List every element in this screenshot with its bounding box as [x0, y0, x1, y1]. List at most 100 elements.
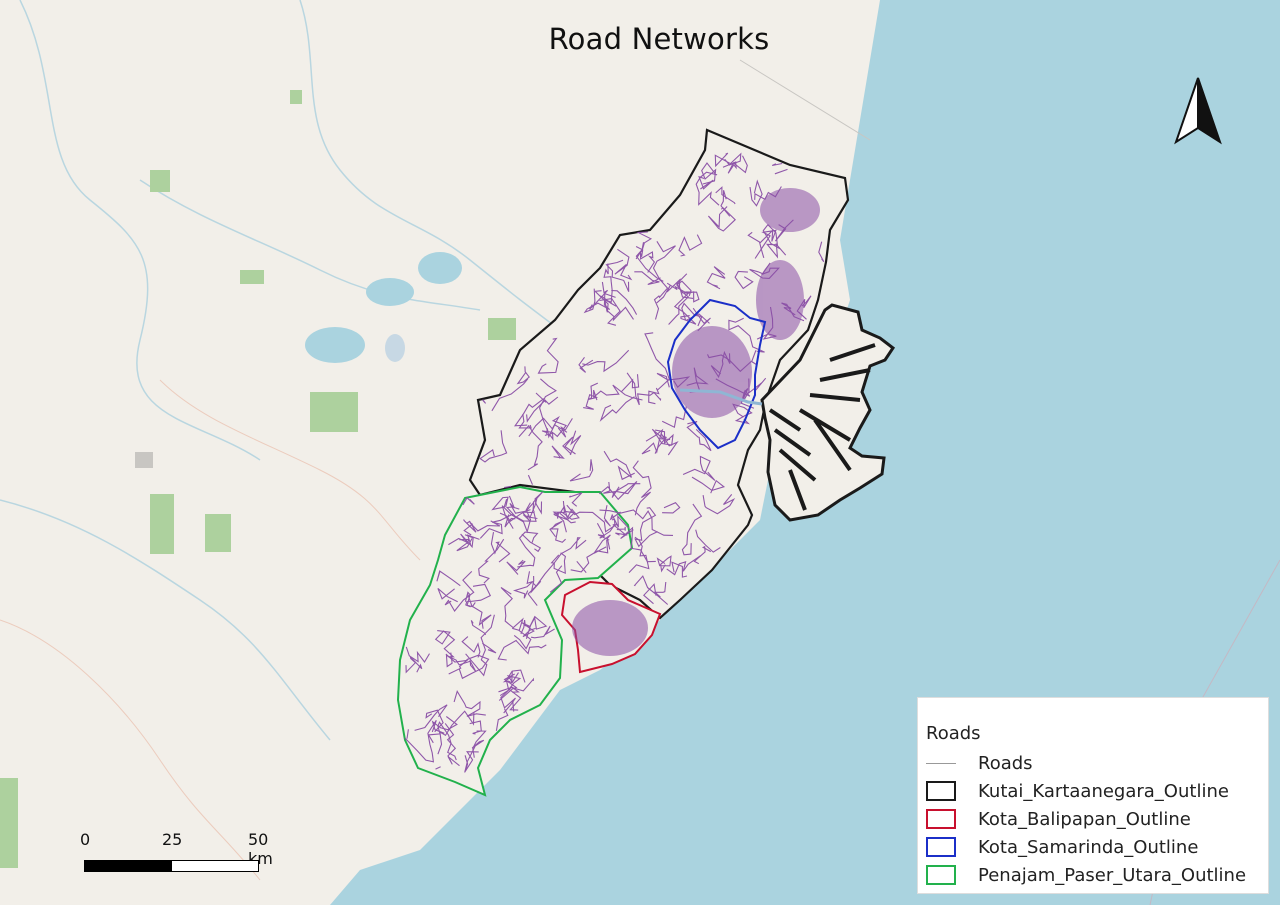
- road-segment: [405, 646, 430, 663]
- road-segment: [599, 396, 635, 422]
- road-segment: [537, 337, 559, 374]
- road-segment: [518, 413, 532, 429]
- road-segment: [404, 719, 437, 763]
- road-segment: [635, 246, 656, 273]
- road-segment: [648, 387, 660, 405]
- road-segment: [467, 594, 492, 629]
- road-segment: [557, 418, 573, 438]
- road-segment: [495, 708, 509, 731]
- road-segment: [603, 450, 635, 481]
- road-segment: [499, 501, 535, 522]
- road-segment: [611, 483, 641, 498]
- road-segment: [453, 690, 486, 717]
- scale-segment-black: [84, 860, 172, 872]
- legend-item-label: Kota_Balipapan_Outline: [978, 808, 1191, 830]
- road-segment: [479, 430, 508, 463]
- road-segment: [559, 505, 580, 524]
- road-segment: [436, 570, 461, 587]
- road-segment: [680, 302, 703, 327]
- legend-item-label: Kutai_Kartaanegara_Outline: [978, 780, 1229, 802]
- road-segment: [654, 432, 679, 456]
- road-segment: [528, 415, 568, 438]
- road-segment: [445, 653, 469, 675]
- road-segment: [616, 526, 626, 531]
- road-segment: [512, 571, 534, 599]
- road-segment: [661, 406, 687, 429]
- road-segment: [691, 476, 726, 494]
- road-segment: [754, 228, 777, 259]
- road-segment: [516, 366, 530, 385]
- road-segment: [598, 480, 638, 501]
- road-segment: [722, 155, 748, 174]
- road-segment: [656, 278, 694, 304]
- legend-roads-line-icon: [926, 753, 956, 773]
- road-network: [404, 152, 825, 773]
- road-segment: [593, 384, 643, 401]
- road-segment: [643, 583, 657, 605]
- road-segment: [771, 162, 783, 167]
- road-segment: [676, 273, 700, 303]
- road-segment: [693, 545, 712, 565]
- road-segment: [686, 420, 712, 452]
- road-segment: [532, 491, 544, 515]
- scale-segment-white: [171, 860, 259, 872]
- road-segment: [500, 686, 520, 714]
- road-segment: [456, 538, 473, 552]
- kota-samarinda-outline: [666, 298, 767, 450]
- road-segment: [605, 259, 630, 292]
- legend-item-kutai: Kutai_Kartaanegara_Outline: [926, 779, 1229, 803]
- road-segment: [599, 298, 621, 326]
- road-segment: [501, 505, 538, 534]
- road-segment: [549, 520, 566, 543]
- road-segment: [461, 636, 481, 658]
- road-segment: [465, 583, 492, 608]
- road-segment: [520, 615, 548, 635]
- road-segment: [715, 186, 736, 205]
- scale-label-25: 25: [162, 830, 183, 849]
- scale-bar: 0 25 50 km: [78, 830, 278, 880]
- road-segment: [678, 234, 703, 257]
- road-segment: [469, 720, 482, 735]
- road-segment: [701, 162, 717, 185]
- road-segment: [653, 581, 667, 598]
- road-segment: [774, 168, 788, 175]
- map-title: Road Networks: [548, 22, 770, 56]
- road-segment: [444, 571, 475, 612]
- road-segment: [695, 171, 720, 206]
- road-segment: [666, 555, 701, 576]
- road-segment: [562, 430, 582, 456]
- road-segment: [497, 639, 547, 661]
- road-segment: [636, 231, 653, 253]
- road-segment: [500, 587, 524, 631]
- road-segment: [435, 766, 441, 770]
- road-segment: [653, 429, 674, 446]
- legend-item-label: Penajam_Paser_Utara_Outline: [978, 864, 1247, 886]
- legend-item-roads: Roads: [926, 751, 1033, 775]
- road-segment: [463, 519, 477, 533]
- road-segment: [628, 536, 650, 573]
- road-segment: [603, 505, 611, 527]
- road-segment: [458, 654, 490, 680]
- legend-item-samarinda: Kota_Samarinda_Outline: [926, 835, 1198, 859]
- road-segment: [460, 533, 474, 549]
- legend-item-balipapan: Kota_Balipapan_Outline: [926, 807, 1191, 831]
- road-segment: [651, 428, 671, 441]
- road-segment: [566, 504, 619, 533]
- road-segment: [569, 459, 594, 482]
- mahakam-river: [679, 388, 763, 406]
- road-segment: [431, 716, 458, 734]
- road-segment: [425, 709, 444, 733]
- road-segment: [444, 723, 460, 767]
- road-segment: [508, 495, 531, 514]
- road-segment: [614, 248, 633, 281]
- road-segment: [611, 289, 638, 315]
- legend-samarinda-swatch-icon: [926, 837, 956, 857]
- road-segment: [526, 396, 559, 423]
- road-segment: [656, 555, 672, 573]
- road-segment: [692, 307, 711, 332]
- road-segment: [621, 374, 640, 392]
- road-segment: [749, 179, 763, 207]
- scale-label-0: 0: [80, 830, 91, 849]
- road-segment: [463, 520, 501, 536]
